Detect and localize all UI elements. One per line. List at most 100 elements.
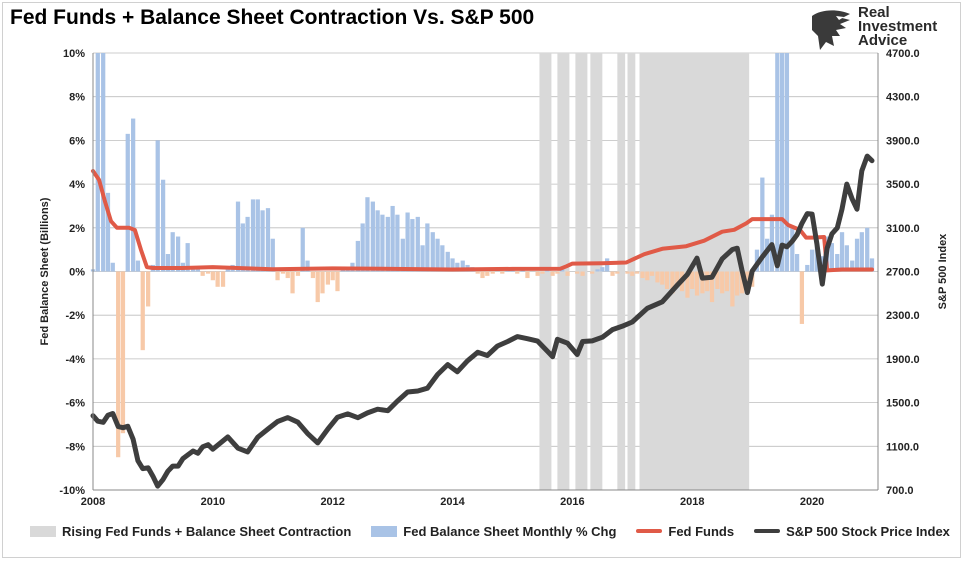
legend-label-shade: Rising Fed Funds + Balance Sheet Contrac… bbox=[62, 523, 352, 539]
balance-sheet-bar bbox=[560, 269, 565, 272]
balance-sheet-bar bbox=[525, 271, 530, 279]
balance-sheet-bar bbox=[625, 271, 630, 274]
logo-line-2: Investment bbox=[858, 18, 938, 35]
balance-sheet-bar bbox=[794, 254, 800, 272]
balance-sheet-bar bbox=[215, 271, 220, 287]
balance-sheet-bar bbox=[155, 140, 160, 272]
y2-tick-label: 1500.0 bbox=[886, 398, 920, 410]
balance-sheet-bar bbox=[660, 271, 665, 285]
balance-sheet-bar bbox=[255, 199, 260, 272]
balance-sheet-bar bbox=[640, 271, 645, 279]
balance-sheet-bar bbox=[110, 262, 115, 272]
y-axis-title: Fed Balance Sheet (Billions) bbox=[39, 197, 51, 345]
x-tick-label: 2014 bbox=[440, 496, 465, 508]
balance-sheet-bar bbox=[540, 271, 545, 274]
y-tick-label: 2% bbox=[69, 223, 85, 235]
legend-swatch-spx bbox=[754, 529, 781, 533]
legend-swatch-balance-sheet bbox=[371, 525, 398, 537]
balance-sheet-bar bbox=[335, 271, 340, 292]
legend-label-spx: S&P 500 Stock Price Index bbox=[786, 523, 950, 539]
shaded-period bbox=[617, 53, 626, 490]
balance-sheet-bar bbox=[320, 271, 325, 294]
balance-sheet-bar bbox=[101, 53, 106, 272]
y-tick-label: 10% bbox=[63, 48, 85, 60]
balance-sheet-bar bbox=[400, 238, 405, 272]
balance-sheet-bar bbox=[485, 271, 490, 276]
balance-sheet-bar bbox=[410, 219, 415, 272]
balance-sheet-bar bbox=[829, 243, 834, 272]
y2-tick-label: 2700.0 bbox=[886, 267, 920, 279]
balance-sheet-bar bbox=[405, 212, 410, 272]
balance-sheet-bar bbox=[290, 271, 295, 294]
balance-sheet-bar bbox=[175, 236, 181, 272]
balance-sheet-bar bbox=[116, 271, 121, 458]
y-tick-label: -10% bbox=[59, 485, 85, 497]
balance-sheet-bar bbox=[105, 192, 111, 272]
balance-sheet-bar bbox=[160, 179, 166, 272]
y2-tick-label: 1100.0 bbox=[886, 441, 919, 453]
balance-sheet-bar bbox=[275, 271, 280, 281]
balance-sheet-bar bbox=[580, 271, 585, 276]
legend-item-shade: Rising Fed Funds + Balance Sheet Contrac… bbox=[30, 524, 351, 539]
balance-sheet-bar bbox=[260, 210, 265, 272]
balance-sheet-bar bbox=[630, 271, 635, 276]
balance-sheet-bar bbox=[125, 133, 130, 272]
balance-sheet-bar bbox=[285, 271, 290, 279]
balance-sheet-bar bbox=[250, 199, 256, 272]
balance-sheet-bar bbox=[550, 271, 555, 276]
axes bbox=[92, 53, 879, 491]
balance-sheet-bar bbox=[435, 238, 440, 272]
balance-sheet-bar bbox=[370, 201, 375, 272]
eagle-head-icon bbox=[812, 10, 850, 50]
balance-sheet-bar bbox=[645, 271, 650, 281]
balance-sheet-bar bbox=[649, 271, 655, 276]
legend-item-spx: S&P 500 Stock Price Index bbox=[754, 524, 950, 539]
balance-sheet-bar bbox=[455, 262, 460, 272]
balance-sheet-bar bbox=[655, 271, 660, 283]
balance-sheet-bar bbox=[565, 271, 570, 276]
balance-sheet-bar bbox=[590, 271, 595, 274]
legend-swatch-fed-funds bbox=[636, 529, 663, 533]
balance-sheet-bar bbox=[420, 245, 425, 272]
balance-sheet-bar bbox=[765, 238, 770, 272]
line-series bbox=[90, 153, 875, 489]
logo-line-1: Real bbox=[858, 4, 890, 21]
balance-sheet-bar bbox=[210, 271, 215, 281]
y2-tick-label: 3500.0 bbox=[886, 179, 920, 191]
balance-sheet-bar bbox=[705, 271, 710, 292]
balance-sheet-bar bbox=[664, 271, 670, 289]
balance-sheet-bar bbox=[700, 271, 705, 294]
balance-sheet-bar bbox=[739, 271, 745, 294]
y-tick-label: 0% bbox=[69, 267, 85, 279]
balance-sheet-bar bbox=[690, 271, 695, 289]
balance-sheet-bar bbox=[634, 271, 640, 274]
balance-sheet-bar bbox=[515, 271, 520, 274]
legend-label-balance-sheet: Fed Balance Sheet Monthly % Chg bbox=[403, 523, 617, 539]
balance-sheet-bar bbox=[375, 210, 380, 272]
balance-sheet-bar bbox=[600, 267, 605, 272]
balance-sheet-bar bbox=[730, 271, 735, 307]
balance-sheet-bar bbox=[225, 269, 230, 272]
balance-sheet-bar bbox=[430, 232, 435, 272]
balance-sheet-bar bbox=[685, 271, 690, 298]
y2-tick-label: 3100.0 bbox=[886, 223, 920, 235]
balance-sheet-bar bbox=[720, 271, 725, 294]
balance-sheet-bar bbox=[799, 271, 805, 324]
balance-sheet-bar bbox=[185, 243, 190, 272]
balance-sheet-bar bbox=[670, 271, 675, 294]
balance-sheet-bar bbox=[360, 223, 365, 272]
x-tick-label: 2012 bbox=[320, 496, 344, 508]
y-tick-label: -6% bbox=[65, 398, 85, 410]
logo: Real Investment Advice bbox=[806, 4, 956, 54]
logo-text: Real Investment Advice bbox=[858, 4, 938, 48]
balance-sheet-bar bbox=[844, 245, 849, 272]
balance-sheet-bar bbox=[300, 227, 305, 272]
y2-axis-title: S&P 500 Index bbox=[937, 233, 949, 309]
balance-sheet-bar bbox=[854, 238, 860, 272]
balance-sheet-bar bbox=[575, 271, 580, 274]
balance-sheet-bar bbox=[460, 260, 465, 272]
balance-sheet-bar bbox=[745, 271, 750, 289]
balance-sheet-bar bbox=[440, 245, 445, 272]
chart-title: Fed Funds + Balance Sheet Contraction Vs… bbox=[10, 6, 535, 29]
